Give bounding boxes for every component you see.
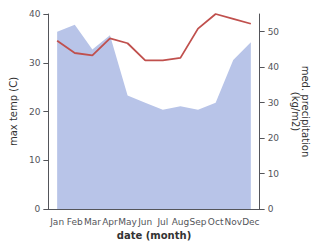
svg-text:Jun: Jun	[137, 217, 152, 227]
svg-text:50: 50	[268, 27, 280, 37]
svg-text:20: 20	[29, 107, 41, 117]
svg-text:date (month): date (month)	[117, 230, 191, 241]
svg-text:Nov: Nov	[224, 217, 242, 227]
svg-text:Oct: Oct	[208, 217, 224, 227]
svg-text:40: 40	[268, 62, 280, 72]
svg-text:Mar: Mar	[84, 217, 101, 227]
svg-text:Feb: Feb	[67, 217, 83, 227]
svg-text:30: 30	[268, 98, 280, 108]
svg-text:Jan: Jan	[49, 217, 64, 227]
svg-text:Dec: Dec	[242, 217, 259, 227]
svg-text:10: 10	[29, 155, 41, 165]
svg-text:May: May	[118, 217, 137, 227]
svg-text:0: 0	[35, 204, 41, 214]
svg-text:0: 0	[268, 204, 274, 214]
svg-text:20: 20	[268, 133, 280, 143]
svg-text:10: 10	[268, 169, 280, 179]
svg-text:Apr: Apr	[102, 217, 118, 227]
svg-text:Sep: Sep	[190, 217, 207, 227]
svg-text:Jul: Jul	[156, 217, 168, 227]
svg-text:40: 40	[29, 9, 41, 19]
svg-text:max temp (C): max temp (C)	[8, 77, 19, 146]
svg-text:med. precipitation: med. precipitation	[299, 65, 311, 158]
svg-text:Aug: Aug	[172, 217, 190, 227]
svg-text:(kg/m2): (kg/m2)	[290, 92, 301, 132]
svg-text:30: 30	[29, 58, 41, 68]
